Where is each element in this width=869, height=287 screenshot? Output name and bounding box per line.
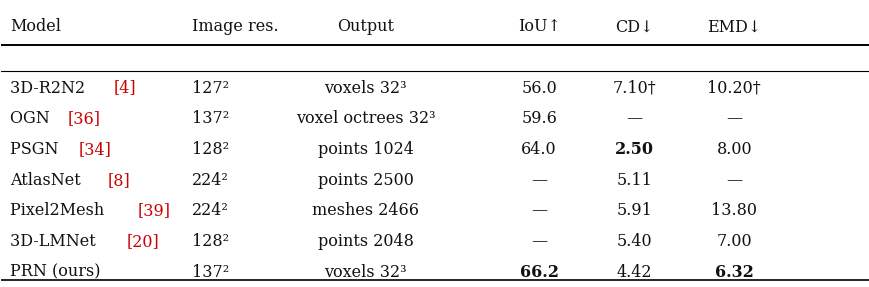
Text: 7.00: 7.00: [715, 233, 751, 250]
Text: 127²: 127²: [192, 79, 229, 97]
Text: [34]: [34]: [79, 141, 112, 158]
Text: Image res.: Image res.: [192, 18, 278, 36]
Text: [39]: [39]: [137, 202, 170, 219]
Text: AtlasNet: AtlasNet: [10, 172, 86, 189]
Text: 4.42: 4.42: [616, 264, 652, 281]
Text: 128²: 128²: [192, 233, 229, 250]
Text: points 2048: points 2048: [317, 233, 413, 250]
Text: [4]: [4]: [113, 79, 136, 97]
Text: —: —: [530, 202, 547, 219]
Text: 64.0: 64.0: [521, 141, 556, 158]
Text: IoU↑: IoU↑: [517, 18, 560, 36]
Text: 7.10†: 7.10†: [612, 79, 655, 97]
Text: 137²: 137²: [192, 110, 229, 127]
Text: —: —: [530, 233, 547, 250]
Text: 5.11: 5.11: [616, 172, 652, 189]
Text: —: —: [726, 110, 741, 127]
Text: 8.00: 8.00: [715, 141, 751, 158]
Text: voxel octrees 32³: voxel octrees 32³: [295, 110, 434, 127]
Text: PRN (ours): PRN (ours): [10, 264, 101, 281]
Text: [36]: [36]: [68, 110, 101, 127]
Text: CD↓: CD↓: [614, 18, 653, 36]
Text: points 1024: points 1024: [317, 141, 413, 158]
Text: 5.91: 5.91: [616, 202, 652, 219]
Text: [20]: [20]: [127, 233, 160, 250]
Text: 3D-R2N2: 3D-R2N2: [10, 79, 90, 97]
Text: 137²: 137²: [192, 264, 229, 281]
Text: 2.50: 2.50: [614, 141, 653, 158]
Text: [8]: [8]: [108, 172, 130, 189]
Text: —: —: [626, 110, 642, 127]
Text: PSGN: PSGN: [10, 141, 63, 158]
Text: Pixel2Mesh: Pixel2Mesh: [10, 202, 109, 219]
Text: 128²: 128²: [192, 141, 229, 158]
Text: points 2500: points 2500: [317, 172, 413, 189]
Text: 224²: 224²: [192, 172, 229, 189]
Text: 6.32: 6.32: [714, 264, 753, 281]
Text: Model: Model: [10, 18, 61, 36]
Text: voxels 32³: voxels 32³: [324, 79, 407, 97]
Text: 3D-LMNet: 3D-LMNet: [10, 233, 101, 250]
Text: 66.2: 66.2: [519, 264, 558, 281]
Text: 59.6: 59.6: [521, 110, 556, 127]
Text: —: —: [726, 172, 741, 189]
Text: meshes 2466: meshes 2466: [312, 202, 419, 219]
Text: 5.40: 5.40: [616, 233, 652, 250]
Text: 13.80: 13.80: [710, 202, 756, 219]
Text: voxels 32³: voxels 32³: [324, 264, 407, 281]
Text: 10.20†: 10.20†: [706, 79, 760, 97]
Text: 56.0: 56.0: [521, 79, 556, 97]
Text: Output: Output: [336, 18, 394, 36]
Text: —: —: [530, 172, 547, 189]
Text: OGN: OGN: [10, 110, 55, 127]
Text: 224²: 224²: [192, 202, 229, 219]
Text: EMD↓: EMD↓: [706, 18, 760, 36]
